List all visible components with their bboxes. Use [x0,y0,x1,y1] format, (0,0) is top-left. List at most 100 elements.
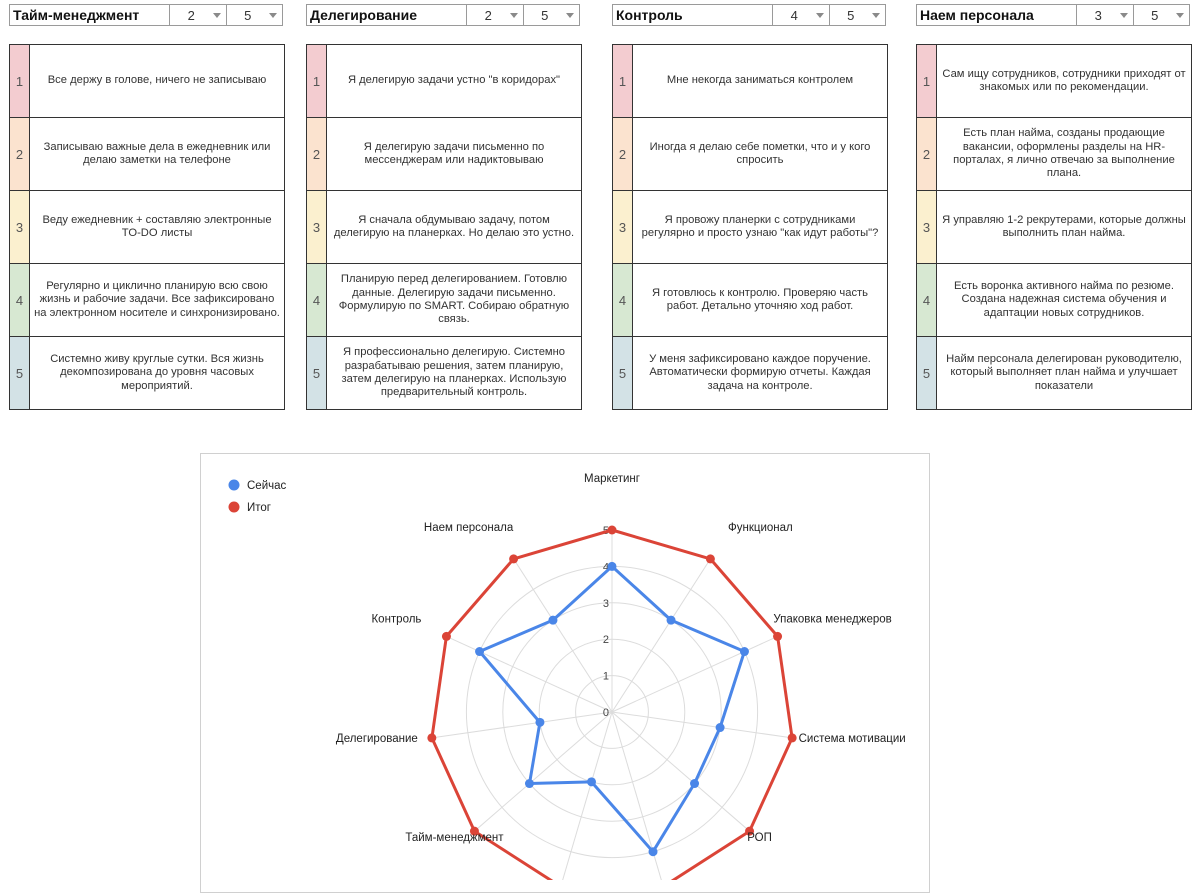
target-level-select[interactable]: 5 [225,5,283,25]
level-number: 4 [613,264,633,336]
radial-tick-label: 1 [603,671,609,683]
axis-category-label: Делегирование [336,733,418,745]
level-number: 5 [917,337,937,409]
level-table: 1 Сам ищу сотрудников, сотрудники приходя… [916,44,1192,410]
chevron-down-icon [566,12,574,18]
level-number: 3 [307,191,327,263]
level-number: 3 [917,191,937,263]
data-point [427,733,437,743]
level-number: 1 [613,45,633,117]
level-row: 2 Есть план найма, созданы продающие вака… [917,118,1191,191]
assessment-card: Делегирование 2 5 1 Я делегирую задачи устно… [306,4,582,410]
level-description: Иногда я делаю себе пометки, что и у ког… [649,140,871,166]
level-description: Я сначала обдумываю задачу, потом делеги… [333,213,575,239]
target-level-select[interactable]: 5 [828,5,886,25]
level-description: Есть план найма, созданы продающие вакан… [953,127,1175,180]
current-level-select[interactable]: 3 [1076,5,1133,25]
card-header: Тайм-менеджмент 2 5 [9,4,283,26]
card-title: Контроль [616,7,683,23]
data-point [586,777,596,787]
data-point [666,615,676,625]
current-level-value: 3 [1094,7,1102,23]
level-number: 2 [307,118,327,190]
card-title: Делегирование [310,7,418,23]
level-row: 1 Все держу в голове, ничего не записываю [10,45,284,118]
grid-spoke [611,711,662,880]
current-level-select[interactable]: 2 [466,5,523,25]
level-number: 5 [10,337,30,409]
axis-category-label: Маркетинг [584,473,640,485]
radial-tick-label: 4 [603,561,609,573]
current-level-value: 4 [790,7,798,23]
level-row: 4 Регулярно и циклично планирую всю свою … [10,264,284,337]
level-number: 1 [917,45,937,117]
data-point [705,554,715,564]
card-title: Наем персонала [920,7,1034,23]
axis-category-label: Функционал [728,522,793,534]
data-point [745,826,755,836]
card-title: Тайм-менеджмент [13,7,140,23]
target-level-value: 5 [244,7,252,23]
level-description: Я профессионально делегирую. Системно ра… [341,346,567,399]
grid-spoke [611,711,750,832]
level-table: 1 Все держу в голове, ничего не записываю… [9,44,285,410]
grid-spoke [611,558,711,713]
level-number: 2 [917,118,937,190]
grid-spoke [513,558,613,713]
level-description: Я делегирую задачи устно "в коридорах" [347,74,561,87]
data-point [739,647,749,657]
data-point [535,717,545,727]
data-point [524,779,534,789]
grid-spoke [431,711,613,739]
grid-spoke [446,635,613,713]
axis-category-label: Контроль [371,613,421,625]
level-description: У меня зафиксировано каждое поручение. А… [649,352,871,392]
assessment-card: Тайм-менеджмент 2 5 1 Все держу в голове, ни… [9,4,285,410]
level-number: 2 [10,118,30,190]
radar-chart-panel: 0 1 2 3 4 5 Маркетинг Функционал Упаковка менедж… [200,453,930,893]
level-description: Веду ежедневник + составляю электронные … [42,213,272,239]
chevron-down-icon [815,12,824,18]
target-level-value: 5 [541,7,549,23]
level-row: 1 Сам ищу сотрудников, сотрудники приходя… [917,45,1191,118]
level-number: 4 [917,264,937,336]
level-description: Есть воронка активного найма по резюме. … [954,279,1174,319]
target-level-select[interactable]: 5 [522,5,580,25]
current-level-select[interactable]: 4 [772,5,829,25]
assessment-card: Контроль 4 5 1 Мне некогда заниматься контро… [612,4,888,410]
data-point [787,733,797,743]
data-point [648,847,658,857]
chevron-down-icon [872,12,880,18]
level-row: 5 У меня зафиксировано каждое поручение. … [613,337,887,409]
legend-marker [228,501,240,513]
level-description: Я делегирую задачи письменно по мессендж… [363,140,545,166]
target-level-value: 5 [847,7,855,23]
radial-tick-label: 3 [603,598,609,610]
data-point [475,647,485,657]
level-row: 1 Мне некогда заниматься контролем [613,45,887,118]
axis-category-label: Упаковка менеджеров [773,613,891,625]
level-table: 1 Мне некогда заниматься контролем 2 Иногда… [612,44,888,410]
level-number: 4 [307,264,327,336]
level-description: Записываю важные дела в ежедневник или д… [43,140,271,166]
level-row: 5 Найм персонала делегирован руководителю… [917,337,1191,409]
grid-spoke [474,711,613,832]
current-level-select[interactable]: 2 [169,5,226,25]
target-level-select[interactable]: 5 [1132,5,1190,25]
target-level-value: 5 [1151,7,1159,23]
level-row: 3 Я провожу планерки с сотрудниками регул… [613,191,887,264]
axis-category-label: РОП [747,832,772,844]
level-description: Найм персонала делегирован руководителю,… [946,352,1182,392]
chevron-down-icon [1176,12,1184,18]
level-table: 1 Я делегирую задачи устно "в коридорах" 2… [306,44,582,410]
level-number: 1 [307,45,327,117]
data-point [773,631,783,641]
level-row: 1 Я делегирую задачи устно "в коридорах" [307,45,581,118]
level-row: 5 Системно живу круглые сутки. Вся жизнь … [10,337,284,409]
level-number: 3 [613,191,633,263]
level-description: Планирую перед делегированием. Готовлю д… [338,273,570,326]
assessment-card: Наем персонала 3 5 1 Сам ищу сотрудников, со… [916,4,1192,410]
